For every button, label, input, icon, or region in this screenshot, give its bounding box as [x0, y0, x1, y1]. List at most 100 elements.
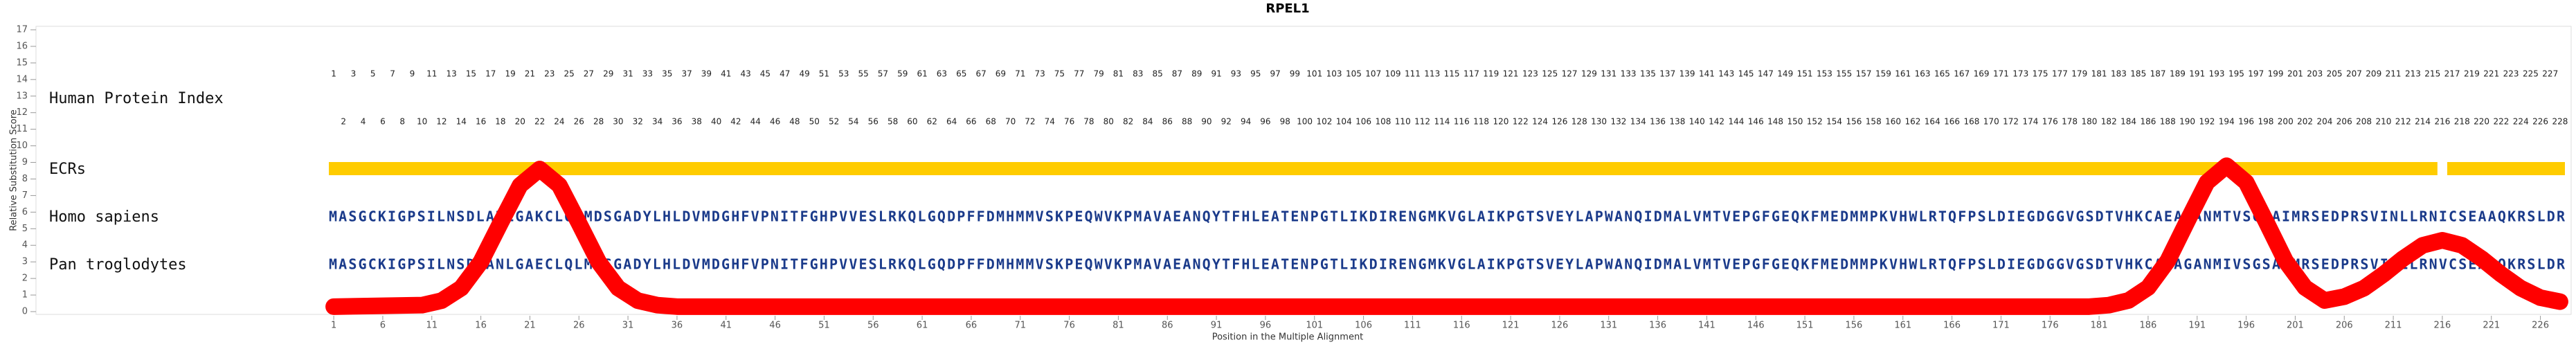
protein-index: 100: [1297, 117, 1313, 127]
protein-index: 64: [946, 117, 957, 127]
protein-index: 158: [1866, 117, 1882, 127]
protein-index: 135: [1640, 69, 1656, 79]
protein-index: 133: [1621, 69, 1637, 79]
y-tick-label: 5: [22, 224, 28, 234]
protein-index: 26: [574, 117, 584, 127]
protein-index: 107: [1365, 69, 1381, 79]
protein-index: 32: [633, 117, 643, 127]
protein-index: 50: [809, 117, 820, 127]
protein-index: 52: [829, 117, 839, 127]
protein-index: 198: [2258, 117, 2273, 127]
protein-index: 128: [1571, 117, 1587, 127]
protein-index: 192: [2199, 117, 2215, 127]
x-tick-label: 126: [1551, 321, 1569, 331]
protein-index: 105: [1346, 69, 1362, 79]
protein-index: 16: [476, 117, 486, 127]
protein-index: 18: [495, 117, 505, 127]
protein-index: 106: [1355, 117, 1371, 127]
x-tick-label: 151: [1796, 321, 1814, 331]
x-tick-label: 141: [1698, 321, 1715, 331]
x-tick-label: 66: [966, 321, 978, 331]
protein-index: 54: [848, 117, 858, 127]
x-tick-label: 201: [2287, 321, 2304, 331]
protein-index: 77: [1074, 69, 1084, 79]
x-tick-label: 121: [1502, 321, 1520, 331]
x-tick-label: 76: [1063, 321, 1075, 331]
protein-index: 117: [1463, 69, 1479, 79]
x-tick-label: 21: [524, 321, 536, 331]
protein-index: 66: [966, 117, 976, 127]
protein-index: 99: [1290, 69, 1300, 79]
protein-index: 148: [1767, 117, 1783, 127]
protein-index: 87: [1172, 69, 1182, 79]
protein-index: 51: [819, 69, 829, 79]
protein-index: 2: [341, 117, 346, 127]
ecr-bar: [329, 162, 535, 175]
protein-index: 139: [1679, 69, 1695, 79]
x-tick-label: 171: [1992, 321, 2010, 331]
protein-index: 10: [417, 117, 427, 127]
y-tick-label: 10: [16, 141, 28, 151]
x-tick-label: 191: [2188, 321, 2206, 331]
protein-index: 124: [1532, 117, 1548, 127]
protein-index: 38: [692, 117, 702, 127]
x-tick-label: 11: [426, 321, 438, 331]
protein-index: 35: [662, 69, 672, 79]
protein-index: 191: [2189, 69, 2205, 79]
protein-index: 186: [2140, 117, 2156, 127]
y-tick-label: 12: [16, 107, 28, 118]
protein-index: 91: [1211, 69, 1221, 79]
x-tick-label: 131: [1600, 321, 1617, 331]
protein-index: 119: [1483, 69, 1499, 79]
protein-index: 90: [1201, 117, 1212, 127]
x-axis-label: Position in the Multiple Alignment: [1212, 332, 1364, 343]
protein-index: 67: [975, 69, 986, 79]
protein-index: 39: [701, 69, 712, 79]
protein-index: 216: [2434, 117, 2450, 127]
protein-index: 33: [642, 69, 653, 79]
protein-index: 199: [2268, 69, 2284, 79]
protein-index: 28: [593, 117, 604, 127]
protein-index: 92: [1221, 117, 1232, 127]
protein-index: 17: [485, 69, 496, 79]
protein-index: 69: [996, 69, 1006, 79]
protein-index: 126: [1551, 117, 1567, 127]
protein-index: 206: [2336, 117, 2352, 127]
protein-index: 156: [1846, 117, 1862, 127]
protein-index: 132: [1610, 117, 1626, 127]
protein-index: 21: [525, 69, 535, 79]
protein-index: 179: [2071, 69, 2087, 79]
x-tick-label: 36: [672, 321, 683, 331]
protein-index: 96: [1260, 117, 1270, 127]
protein-index: 167: [1954, 69, 1970, 79]
protein-index: 24: [554, 117, 564, 127]
protein-index: 47: [780, 69, 790, 79]
protein-index: 173: [2012, 69, 2028, 79]
protein-index: 114: [1434, 117, 1450, 127]
protein-index: 176: [2042, 117, 2058, 127]
y-tick-label: 15: [16, 57, 28, 68]
protein-index: 37: [681, 69, 692, 79]
protein-index: 3: [351, 69, 357, 79]
protein-index: 217: [2444, 69, 2460, 79]
protein-index: 142: [1709, 117, 1724, 127]
protein-index: 83: [1133, 69, 1143, 79]
protein-index: 175: [2033, 69, 2048, 79]
protein-index: 121: [1503, 69, 1519, 79]
protein-index: 157: [1856, 69, 1872, 79]
protein-index: 169: [1974, 69, 1990, 79]
protein-index: 1: [331, 69, 336, 79]
protein-index: 146: [1748, 117, 1764, 127]
protein-index: 62: [927, 117, 937, 127]
y-tick-label: 16: [16, 41, 28, 51]
protein-index: 164: [1925, 117, 1940, 127]
protein-index: 160: [1885, 117, 1901, 127]
protein-index: 140: [1689, 117, 1705, 127]
y-tick-label: 17: [16, 25, 28, 35]
protein-index: 196: [2238, 117, 2254, 127]
protein-index: 19: [505, 69, 515, 79]
protein-index: 194: [2219, 117, 2235, 127]
protein-index: 61: [917, 69, 927, 79]
protein-index: 207: [2346, 69, 2362, 79]
protein-index: 224: [2513, 117, 2529, 127]
